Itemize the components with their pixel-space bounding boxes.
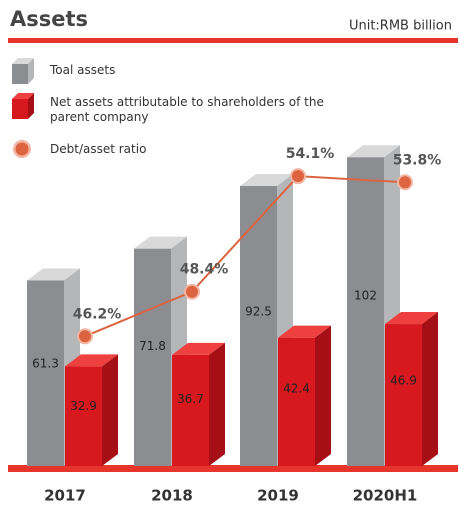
value-label: 102 [354, 289, 377, 303]
line [84, 175, 406, 338]
bar-top [240, 174, 293, 187]
bar-side [315, 325, 331, 466]
bar-top [134, 236, 187, 249]
marker [79, 330, 91, 343]
unit-label: Unit:RMB billion [349, 19, 452, 34]
bar [172, 354, 209, 466]
x-tick-label: 2019 [257, 487, 299, 505]
bar-top [172, 342, 225, 355]
marker [186, 285, 198, 298]
bar [347, 157, 384, 466]
bar [278, 337, 315, 466]
legend-red-icon [12, 93, 34, 119]
legend-entry: Net assets attributable to shareholders … [50, 95, 324, 124]
bar-top [65, 354, 118, 367]
bar [27, 280, 64, 466]
value-label: 92.5 [245, 305, 272, 319]
value-label: 42.4 [283, 382, 310, 396]
bar-side [102, 354, 118, 466]
legend-entry: Debt/asset ratio [50, 142, 147, 156]
legend-gray-icon [12, 58, 34, 84]
value-label: 46.9 [390, 373, 417, 387]
value-label: 53.8% [393, 152, 442, 168]
x-tick-label: 2018 [151, 487, 193, 505]
bar [240, 186, 277, 467]
legend-entry: Toal assets [50, 63, 116, 77]
bar-side [209, 342, 225, 466]
marker [292, 170, 304, 183]
marker [399, 176, 411, 189]
x-tick-label: 2020H1 [353, 487, 418, 505]
value-label: 61.3 [32, 356, 59, 370]
bar-top [385, 312, 438, 325]
value-label: 32.9 [70, 399, 97, 413]
baseline-rule [8, 465, 458, 472]
bar-top [27, 268, 80, 281]
x-tick-label: 2017 [44, 487, 86, 505]
value-label: 48.4% [180, 262, 229, 278]
header-rule [8, 38, 458, 43]
chart-title: Assets [10, 7, 88, 31]
bar [65, 366, 102, 466]
bar [134, 248, 171, 466]
bar-side [422, 312, 438, 466]
bar [385, 324, 422, 466]
bar-top [347, 145, 400, 158]
legend-line-icon [15, 142, 29, 156]
value-label: 71.8 [139, 339, 166, 353]
value-label: 36.7 [177, 392, 204, 406]
value-label: 54.1% [286, 146, 335, 162]
value-label: 46.2% [73, 306, 122, 322]
bar-top [278, 325, 331, 338]
